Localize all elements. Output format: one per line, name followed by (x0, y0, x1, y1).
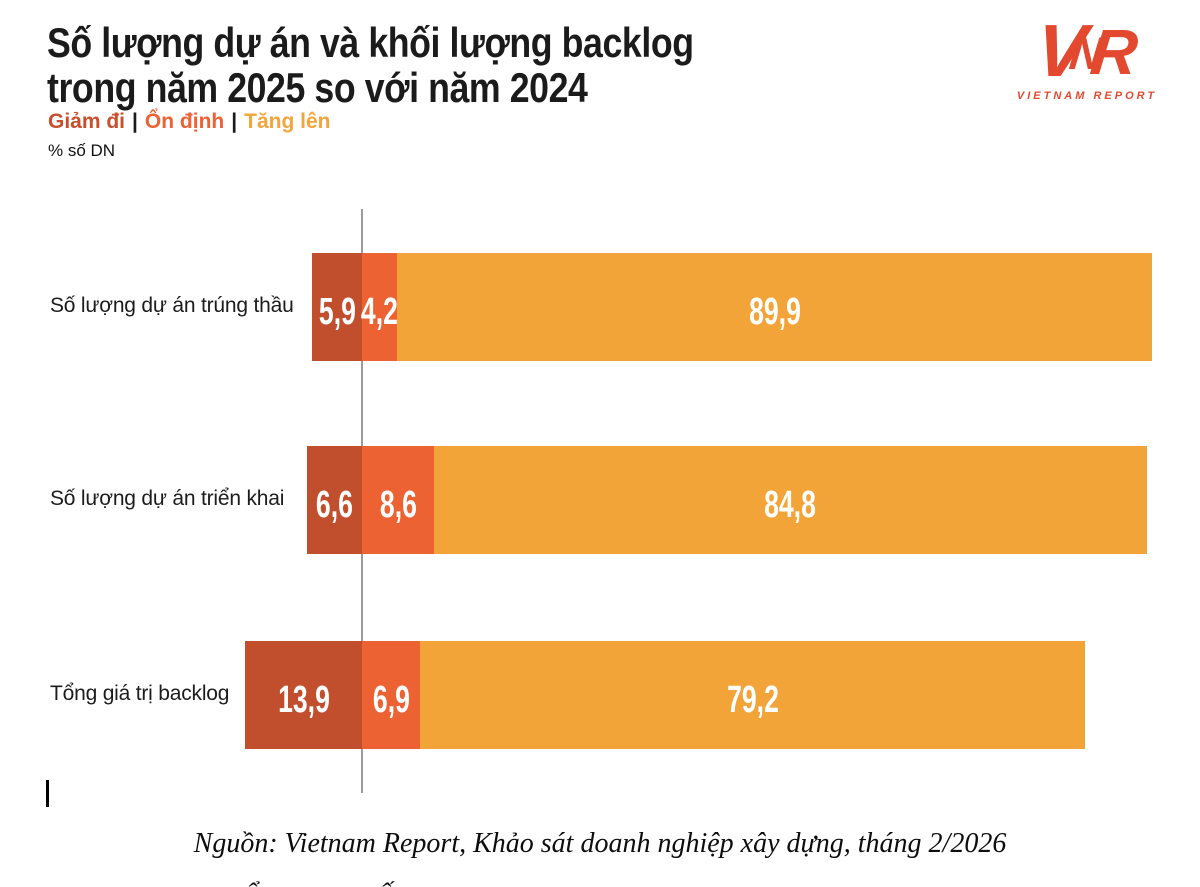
category-label: Tổng giá trị backlog (50, 682, 230, 705)
legend-item-stable: Ổn định (144, 110, 225, 133)
cutoff-line-glyph: ẩ (245, 877, 260, 887)
segment-decrease: 13,9 (245, 641, 362, 749)
legend-separator: | (132, 110, 138, 133)
page-title: Số lượng dự án và khối lượng backlog tro… (47, 20, 694, 110)
segment-stable: 8,6 (362, 446, 435, 554)
category-label: Số lượng dự án trúng thầu (50, 294, 294, 317)
text-cursor-artifact (46, 780, 49, 807)
vnr-logo: V N R VIETNAM REPORT (1012, 9, 1162, 102)
segment-value-label: 4,2 (361, 290, 399, 333)
legend-item-decrease: Giảm đi (48, 110, 126, 133)
segment-value-label: 79,2 (726, 678, 779, 721)
source-note: Nguồn: Vietnam Report, Khảo sát doanh ng… (193, 828, 1007, 859)
segment-stable: 6,9 (362, 641, 420, 749)
segment-increase: 89,9 (397, 253, 1153, 361)
category-label: Số lượng dự án triển khai (50, 487, 285, 510)
segment-value-label: 8,6 (379, 483, 417, 526)
segment-value-label: 5,9 (318, 290, 356, 333)
title-line-2: trong năm 2025 so với năm 2024 (47, 64, 588, 111)
segment-value-label: 6,6 (315, 483, 353, 526)
segment-decrease: 6,6 (306, 446, 362, 554)
legend-separator: | (231, 110, 238, 133)
segment-value-label: 6,9 (372, 678, 410, 721)
segment-increase: 79,2 (419, 641, 1086, 749)
segment-value-label: 84,8 (764, 483, 817, 526)
logo-letter-r: R (1087, 16, 1142, 88)
segment-stable: 4,2 (361, 253, 399, 361)
segment-value-label: 89,9 (748, 290, 801, 333)
segment-value-label: 13,9 (277, 678, 330, 721)
cutoff-line-glyph: ố (378, 877, 393, 887)
title-line-1: Số lượng dự án và khối lượng backlog (47, 19, 694, 66)
segment-decrease: 5,9 (312, 253, 362, 361)
axis-unit-label: % số DN (48, 141, 116, 160)
vnr-logo-letters: V N R (1008, 9, 1166, 92)
logo-caption: VIETNAM REPORT (1016, 90, 1158, 102)
legend: Giảm đi | Ổn định | Tăng lên (48, 110, 330, 134)
segment-increase: 84,8 (434, 446, 1147, 554)
legend-item-increase: Tăng lên (244, 110, 331, 133)
